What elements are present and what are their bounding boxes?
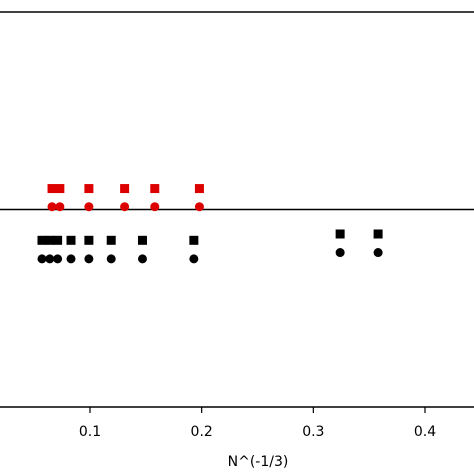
x-tick-label: 0.1: [79, 424, 101, 440]
square-marker: [189, 235, 199, 245]
square-marker: [120, 184, 130, 194]
square-marker: [106, 235, 116, 245]
x-tick-label: 0.3: [302, 424, 324, 440]
x-tick-label: 0.4: [414, 424, 436, 440]
circle-marker: [120, 202, 130, 212]
square-marker: [47, 184, 57, 194]
circle-marker: [84, 202, 94, 212]
circle-marker: [189, 254, 199, 264]
square-marker: [37, 235, 47, 245]
square-marker: [55, 184, 65, 194]
reference-lines: [0, 11, 474, 211]
square-marker: [53, 235, 63, 245]
circle-marker: [194, 202, 204, 212]
square-marker: [66, 235, 76, 245]
x-axis-label: N^(-1/3): [228, 454, 289, 470]
circle-marker: [84, 254, 94, 264]
circle-marker: [45, 254, 55, 264]
x-axis: 0.1 0.2 0.3 0.4: [0, 406, 474, 440]
circle-marker: [47, 202, 57, 212]
circle-marker: [66, 254, 76, 264]
circle-marker: [37, 254, 47, 264]
square-marker: [194, 184, 204, 194]
circle-marker: [106, 254, 116, 264]
data-points: [37, 184, 383, 264]
circle-marker: [373, 248, 383, 258]
square-marker: [150, 184, 160, 194]
circle-marker: [55, 202, 65, 212]
square-marker: [373, 229, 383, 239]
circle-marker: [53, 254, 63, 264]
square-marker: [335, 229, 345, 239]
square-marker: [84, 184, 94, 194]
x-tick-label: 0.2: [191, 424, 213, 440]
circle-marker: [137, 254, 147, 264]
circle-marker: [150, 202, 160, 212]
square-marker: [137, 235, 147, 245]
circle-marker: [335, 248, 345, 258]
square-marker: [45, 235, 55, 245]
square-marker: [84, 235, 94, 245]
